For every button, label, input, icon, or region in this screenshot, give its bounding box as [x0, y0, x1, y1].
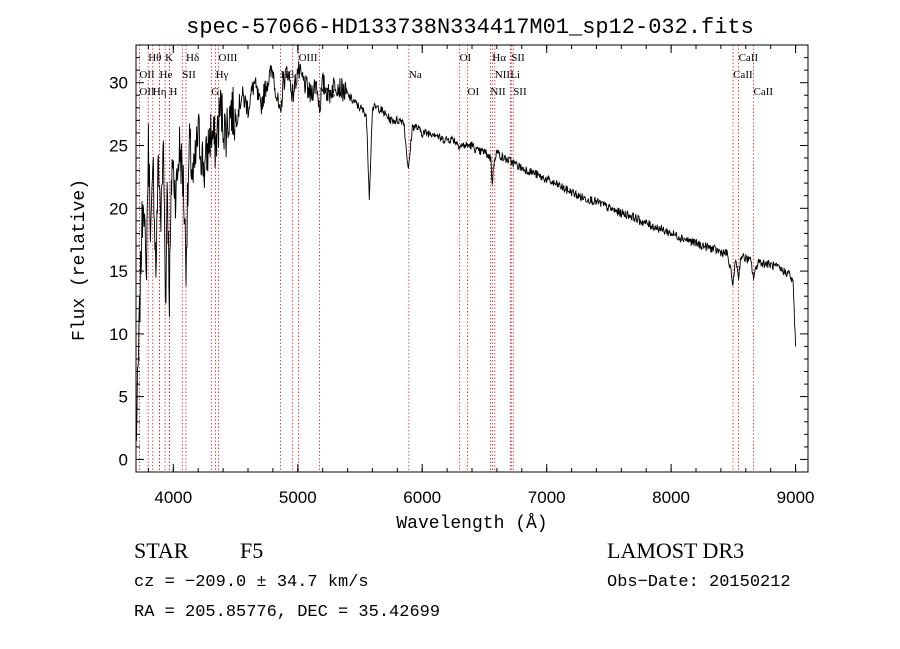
- line-label: NII: [490, 86, 506, 98]
- observation-date: Obs−Date: 20150212: [607, 573, 791, 592]
- survey-name: LAMOST DR3: [607, 538, 745, 563]
- chart-title: spec-57066-HD133738N334417M01_sp12-032.f…: [186, 15, 754, 40]
- line-label: Hα: [492, 52, 506, 64]
- line-label: Hγ: [216, 69, 229, 81]
- y-tick-label: 20: [109, 199, 128, 218]
- line-label: OIII: [299, 52, 318, 64]
- line-label: Na: [409, 69, 422, 81]
- line-label: G: [211, 86, 219, 98]
- x-tick-label: 6000: [403, 488, 441, 507]
- line-label: Hθ: [148, 52, 161, 64]
- plot-frame: [135, 44, 809, 473]
- line-label: CaII: [754, 86, 774, 98]
- line-label: OI: [468, 86, 480, 98]
- y-axis-label: Flux (relative): [70, 179, 90, 341]
- x-tick-label: 4000: [154, 488, 192, 507]
- x-tick-label: 5000: [279, 488, 317, 507]
- x-tick-label: 8000: [652, 488, 690, 507]
- line-label: NII: [495, 69, 511, 81]
- line-label: Li: [510, 69, 520, 81]
- line-label: OII: [139, 69, 155, 81]
- y-tick-label: 15: [109, 262, 128, 281]
- line-label: Hη: [153, 86, 167, 98]
- line-label: H: [170, 86, 178, 98]
- line-label: CaII: [739, 52, 759, 64]
- y-tick-label: 0: [119, 450, 128, 469]
- subclass: F5: [240, 538, 264, 563]
- x-axis-label: Wavelength (Å): [396, 513, 547, 534]
- redshift-velocity: cz = −209.0 ± 34.7 km/s: [134, 573, 369, 592]
- line-label: OII: [139, 86, 155, 98]
- line-label: SII: [513, 86, 527, 98]
- line-label: OI: [460, 52, 472, 64]
- x-tick-label: 7000: [528, 488, 566, 507]
- line-label: SII: [511, 52, 525, 64]
- y-tick-label: 25: [109, 137, 128, 156]
- x-tick-label: 9000: [777, 488, 815, 507]
- x-axis: 4000 5000 6000 7000 8000 9000: [147, 45, 815, 507]
- line-label: OIII: [219, 52, 238, 64]
- spectrum-line: [135, 61, 797, 442]
- y-axis: 0 5 10 15 20 25 30: [109, 57, 808, 469]
- spectrum-series: [135, 61, 797, 442]
- y-tick-label: 30: [109, 74, 128, 93]
- y-tick-label: 5: [119, 388, 128, 407]
- coordinates: RA = 205.85776, DEC = 35.42699: [134, 603, 441, 622]
- object-type: STAR: [134, 538, 189, 563]
- y-tick-label: 10: [109, 325, 128, 344]
- line-label: CaII: [733, 69, 753, 81]
- line-label: Hδ: [186, 52, 199, 64]
- line-label: SII: [182, 69, 196, 81]
- line-label: He: [160, 69, 173, 81]
- line-label: K: [165, 52, 173, 64]
